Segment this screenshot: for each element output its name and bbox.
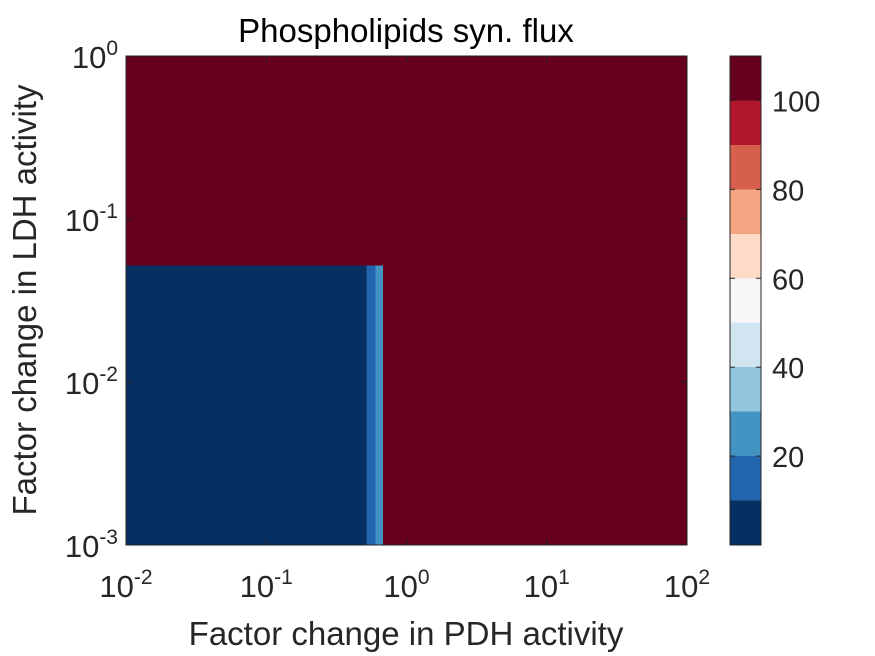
plot-area (126, 56, 687, 545)
colorbar-band-5 (730, 278, 761, 323)
colorbar-band-7 (730, 189, 761, 234)
colorbar-tick-label-1: 40 (772, 353, 804, 385)
x-tick-label-2: 100 (383, 566, 429, 604)
colorbar-tick-label-0: 20 (772, 442, 804, 474)
colorbar-tick-label-4: 100 (772, 86, 820, 118)
colorbar-frame (729, 55, 762, 546)
colorbar-band-6 (730, 233, 761, 279)
colorbar-band-4 (730, 322, 761, 368)
heatmap-region-1 (126, 265, 367, 545)
x-tick-label-3: 101 (524, 566, 570, 604)
colorbar-tick-label-2: 60 (772, 264, 804, 296)
y-tick-label-2: 10-1 (65, 200, 118, 238)
x-tick-label-1: 10-1 (240, 566, 293, 604)
colorbar-band-10 (730, 56, 761, 101)
colorbar (730, 56, 761, 545)
heatmap-region-2 (366, 265, 376, 545)
colorbar-band-1 (730, 456, 761, 501)
colorbar-band-0 (730, 500, 761, 545)
x-axis-label: Factor change in PDH activity (189, 615, 624, 652)
chart-title: Phospholipids syn. flux (238, 12, 574, 49)
x-tick-label-0: 10-2 (99, 566, 152, 604)
y-axis-label: Factor change in LDH activity (6, 84, 43, 516)
colorbar-band-9 (730, 100, 761, 145)
x-axis: 10-2 10-1 100 101 102 (99, 56, 710, 604)
colorbar-band-8 (730, 144, 761, 190)
y-axis: 10-3 10-2 10-1 100 (65, 37, 687, 564)
colorbar-band-3 (730, 367, 761, 412)
y-tick-label-1: 10-2 (65, 363, 118, 401)
x-tick-label-4: 102 (664, 566, 710, 604)
colorbar-ticks: 20 40 60 80 100 (730, 86, 820, 474)
colorbar-tick-label-3: 80 (772, 175, 804, 207)
colorbar-band-2 (730, 411, 761, 457)
y-tick-label-0: 10-3 (65, 526, 118, 564)
y-tick-label-3: 100 (72, 37, 118, 75)
heatmap-region-3 (375, 265, 384, 545)
